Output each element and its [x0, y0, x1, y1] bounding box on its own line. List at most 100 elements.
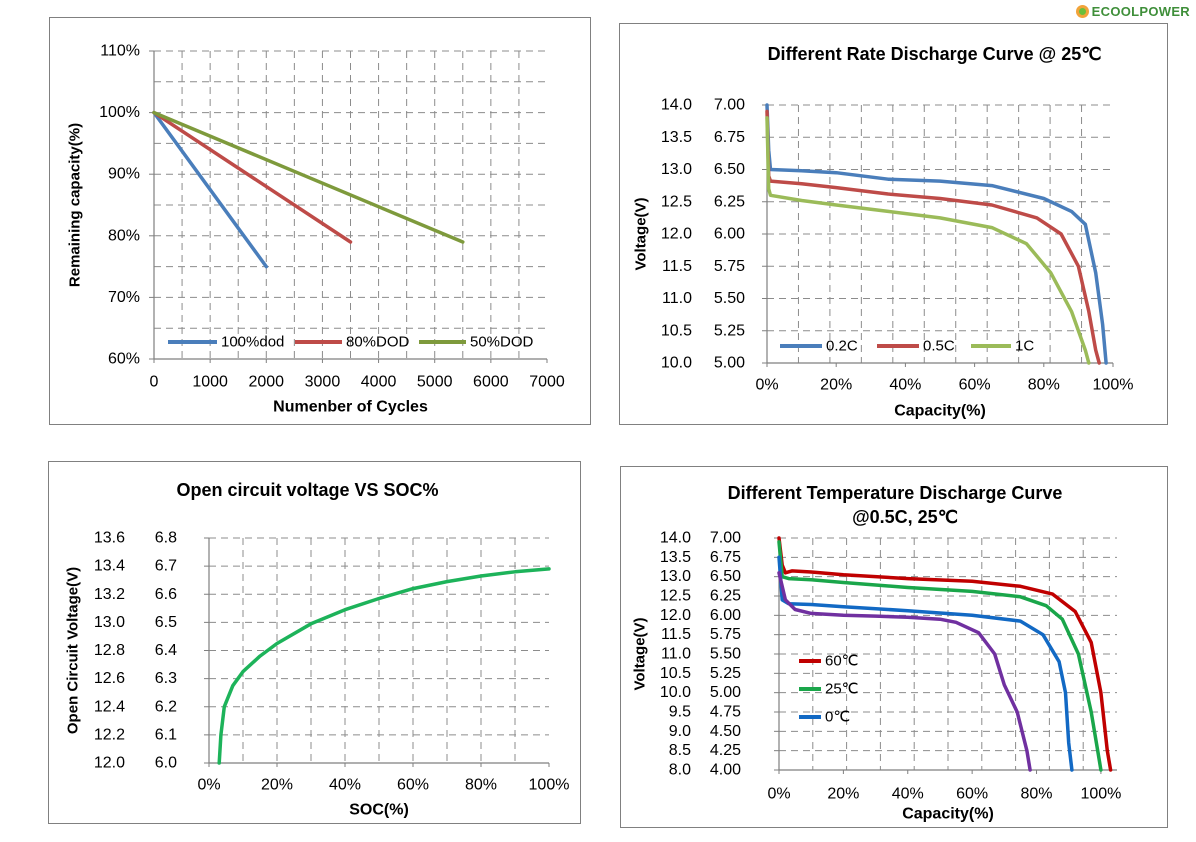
y2-tick-label: 6.50 — [710, 568, 741, 585]
temperature-discharge-chart-panel: 8.0 4.00 8.5 4.25 9.0 4.50 9.5 4.75 10.0 5.00 10.5… — [620, 466, 1168, 828]
y2-tick-label: 6.7 — [155, 558, 177, 575]
y2-tick-label: 6.50 — [714, 161, 745, 178]
y2-tick-label: 6.75 — [714, 129, 745, 146]
y-tick-label: 10.0 — [661, 355, 692, 372]
y-axis-label: Voltage(V) — [633, 197, 650, 270]
legend-label: 100%dod — [221, 334, 284, 351]
y-tick-label: 9.0 — [669, 723, 691, 740]
y2-tick-label: 5.00 — [710, 684, 741, 701]
sun-leaf-icon — [1075, 5, 1089, 18]
y2-tick-label: 5.50 — [710, 646, 741, 663]
legend-label: 0.2C — [826, 338, 858, 355]
y2-tick-label: 6.00 — [714, 226, 745, 243]
legend-label: 80%DOD — [346, 334, 410, 351]
x-tick-label: 20% — [827, 786, 859, 803]
y-tick-label: 13.5 — [660, 549, 691, 566]
gridlines — [779, 537, 1117, 770]
ocv-chart: 12.0 6.0 12.2 6.1 12.4 6.2 12.6 6.3 12.8 6.4 13.0 6… — [65, 480, 570, 819]
brand-logo: ECOOLPOWER — [1075, 4, 1190, 19]
y-tick-label: 13.0 — [661, 161, 692, 178]
y2-tick-label: 6.00 — [710, 607, 741, 624]
y-tick-label: 13.5 — [661, 129, 692, 146]
y2-tick-label: 5.75 — [710, 626, 741, 643]
y2-tick-label: 6.3 — [155, 670, 177, 687]
y-tick-label: 13.0 — [94, 614, 125, 631]
y-tick-label: 90% — [108, 166, 140, 183]
x-tick-label: 40% — [892, 786, 924, 803]
y-tick-label: 14.0 — [660, 530, 691, 547]
y2-tick-label: 6.8 — [155, 530, 177, 547]
series-line-60℃ — [777, 536, 1113, 772]
x-tick-label: 40% — [329, 777, 361, 794]
x-tick-label: 80% — [1021, 786, 1053, 803]
ocv-soc-chart-panel: 12.0 6.0 12.2 6.1 12.4 6.2 12.6 6.3 12.8 6.4 13.0 6… — [48, 461, 581, 824]
x-tick-label: 60% — [397, 777, 429, 794]
y2-tick-label: 6.1 — [155, 726, 177, 743]
y-tick-label: 11.5 — [661, 626, 691, 643]
y2-tick-label: 5.50 — [714, 290, 745, 307]
y2-tick-label: 6.75 — [710, 549, 741, 566]
y2-tick-label: 4.25 — [710, 742, 741, 759]
y-tick-label: 9.5 — [669, 704, 691, 721]
x-tick-label: 80% — [465, 777, 497, 794]
y2-tick-label: 6.5 — [155, 614, 177, 631]
x-tick-label: 6000 — [473, 374, 509, 391]
x-tick-label: 100% — [1093, 377, 1134, 394]
y-tick-label: 13.6 — [94, 530, 125, 547]
cycle-life-chart-panel: 60% 70% 80% 90% 100% 110% 0 1000 2000 3000 4000 500… — [49, 17, 591, 425]
x-tick-label: 20% — [820, 377, 852, 394]
cycles-chart: 60% 70% 80% 90% 100% 110% 0 1000 2000 3000 4000 500… — [67, 43, 565, 416]
x-tick-label: 100% — [529, 777, 570, 794]
y-tick-label: 8.5 — [669, 742, 691, 759]
y2-tick-label: 6.2 — [155, 698, 177, 715]
y-tick-label: 11.5 — [662, 258, 692, 275]
y2-tick-label: 5.25 — [714, 322, 745, 339]
y-axis-label: Remaining capacity(%) — [67, 123, 84, 287]
y-tick-label: 12.0 — [94, 755, 125, 772]
x-tick-label: 0% — [197, 777, 220, 794]
x-tick-label: 80% — [1028, 377, 1060, 394]
legend-label: 60℃ — [825, 653, 859, 670]
x-tick-label: 7000 — [529, 374, 565, 391]
y-tick-label: 12.5 — [661, 193, 692, 210]
y-tick-label: 10.5 — [660, 665, 691, 682]
y-tick-label: 12.2 — [94, 726, 125, 743]
series-line-0.5C — [765, 109, 1101, 365]
y-tick-label: 12.6 — [94, 670, 125, 687]
y2-tick-label: 5.00 — [714, 355, 745, 372]
y2-tick-label: 4.50 — [710, 723, 741, 740]
y-tick-label: 12.0 — [660, 607, 691, 624]
y2-tick-label: 5.25 — [710, 665, 741, 682]
y2-tick-label: 4.75 — [710, 704, 741, 721]
x-axis-label: Capacity(%) — [902, 806, 994, 823]
y-tick-label: 10.5 — [661, 322, 692, 339]
y2-tick-label: 6.25 — [710, 588, 741, 605]
y-tick-label: 60% — [108, 351, 140, 368]
x-tick-label: 2000 — [248, 374, 284, 391]
y2-tick-label: 4.00 — [710, 762, 741, 779]
y2-tick-label: 7.00 — [710, 530, 741, 547]
y2-tick-label: 7.00 — [714, 97, 745, 114]
x-tick-label: 40% — [889, 377, 921, 394]
x-tick-label: 0% — [767, 786, 790, 803]
chart-title: Open circuit voltage VS SOC% — [176, 480, 438, 500]
legend-label: 50%DOD — [470, 334, 534, 351]
x-tick-label: 3000 — [305, 374, 341, 391]
gridlines — [209, 537, 549, 763]
x-axis-label: Capacity(%) — [894, 403, 986, 420]
y2-tick-label: 6.4 — [155, 642, 177, 659]
y-axis-label: Voltage(V) — [632, 617, 649, 690]
legend-label: 1C — [1015, 338, 1034, 355]
series-line-50%DOD — [152, 110, 465, 244]
y-tick-label: 11.0 — [662, 290, 692, 307]
x-tick-label: 100% — [1080, 786, 1121, 803]
legend-label: 0℃ — [825, 709, 850, 726]
x-tick-label: 0% — [755, 377, 778, 394]
y-tick-label: 12.5 — [660, 588, 691, 605]
rate-chart: 10.0 5.00 10.5 5.25 11.0 5.50 11.5 5.75 12.0 6.00… — [633, 44, 1134, 420]
chart-subtitle: @0.5C, 25℃ — [852, 507, 958, 527]
x-tick-label: 1000 — [192, 374, 228, 391]
series-line-series-3 — [777, 571, 1032, 772]
y-tick-label: 13.4 — [94, 558, 125, 575]
y-tick-label: 12.0 — [661, 226, 692, 243]
